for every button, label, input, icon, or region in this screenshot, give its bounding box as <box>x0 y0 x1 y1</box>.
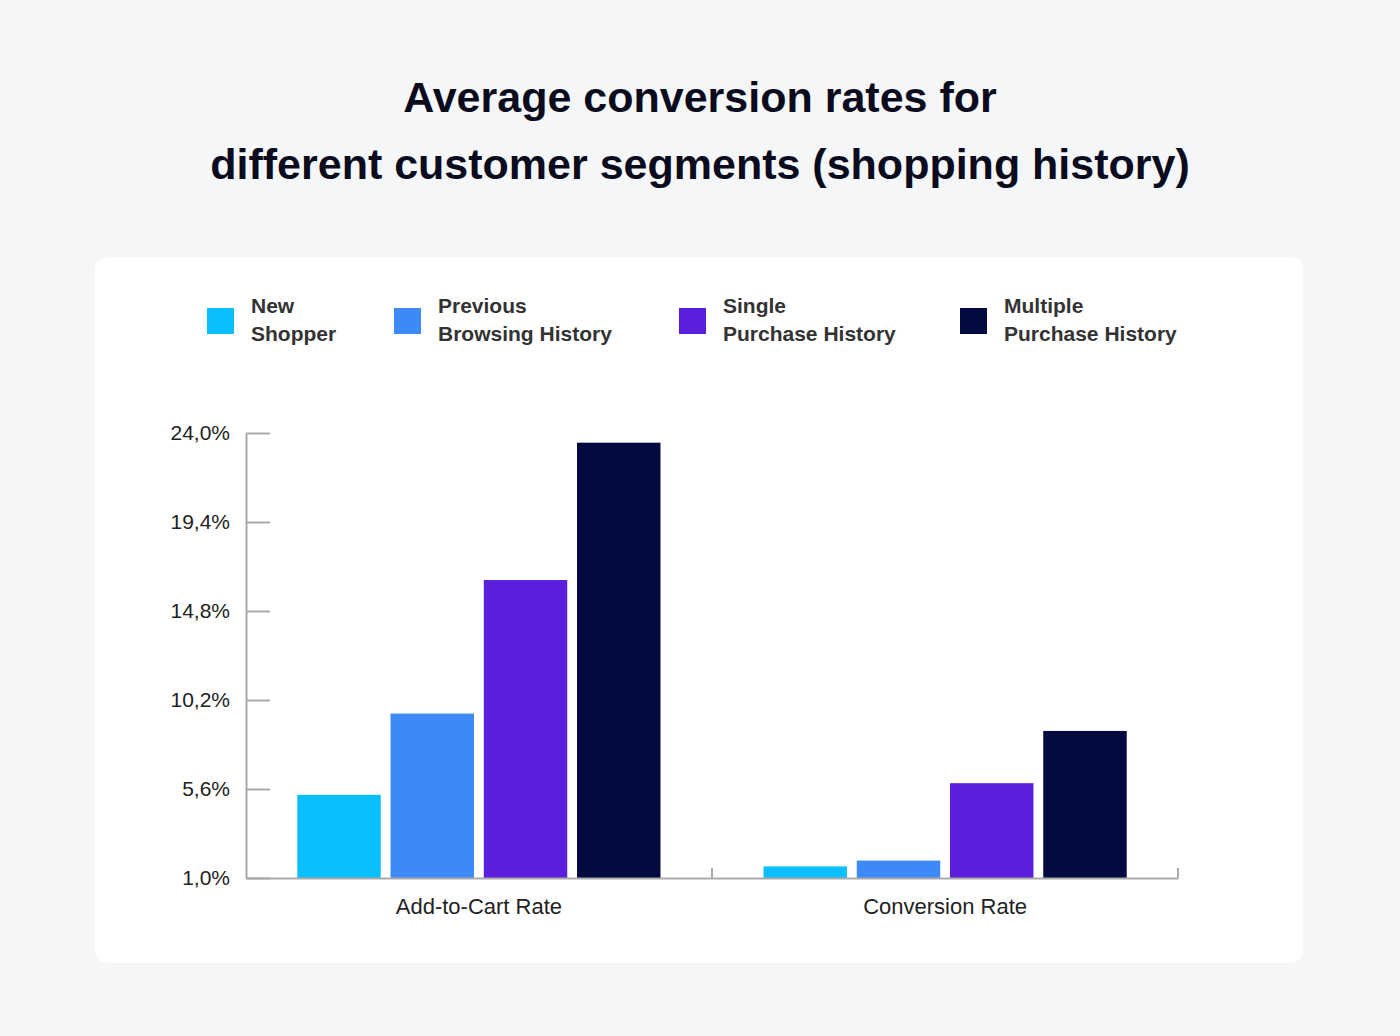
x-separator <box>1177 868 1179 878</box>
background <box>0 0 1400 1036</box>
bar <box>764 866 847 878</box>
y-tick-mark <box>246 789 270 791</box>
legend-label-line: New <box>251 294 295 317</box>
y-tick-mark <box>246 700 270 702</box>
bar <box>577 443 660 878</box>
legend-label: Previous Browsing History <box>438 294 612 345</box>
y-tick: 19,4% <box>170 510 270 533</box>
bar <box>484 580 567 878</box>
bars <box>297 443 1126 878</box>
legend-item: Previous Browsing History <box>394 294 612 345</box>
legend-label-line: Multiple <box>1004 294 1083 317</box>
legend-label-line: Shopper <box>251 322 336 345</box>
legend-swatch <box>207 308 234 334</box>
x-separator <box>711 868 713 878</box>
legend-item: New Shopper <box>207 294 336 345</box>
y-tick: 24,0% <box>170 421 270 444</box>
y-tick-label: 14,8% <box>170 599 230 622</box>
y-tick-label: 10,2% <box>170 688 230 711</box>
bar <box>950 783 1033 878</box>
y-tick-label: 1,0% <box>182 866 230 889</box>
chart: Average conversion rates for different cu… <box>0 0 1400 1036</box>
legend-label: Multiple Purchase History <box>1004 294 1177 345</box>
bar <box>1043 731 1126 878</box>
y-tick: 5,6% <box>182 777 270 800</box>
x-tick: Conversion Rate <box>863 878 1027 919</box>
legend-label-line: Purchase History <box>723 322 896 345</box>
legend-item: Single Purchase History <box>679 294 896 345</box>
y-tick-mark <box>246 611 270 613</box>
title: Average conversion rates for <box>403 73 997 121</box>
legend-swatch <box>679 308 706 334</box>
y-tick-label: 5,6% <box>182 777 230 800</box>
y-tick: 14,8% <box>170 599 270 622</box>
y-tick-label: 19,4% <box>170 510 230 533</box>
legend-label-line: Previous <box>438 294 527 317</box>
bar <box>857 861 940 878</box>
legend-label-line: Single <box>723 294 786 317</box>
legend: New Shopper Previous Browsing History Single… <box>207 294 1177 345</box>
bar <box>297 795 380 878</box>
legend-label-line: Browsing History <box>438 322 612 345</box>
title: different customer segments (shopping hi… <box>210 140 1190 188</box>
y-axis-line <box>246 434 248 879</box>
x-tick-label: Conversion Rate <box>863 894 1027 919</box>
legend-item: Multiple Purchase History <box>960 294 1177 345</box>
y-tick: 10,2% <box>170 688 270 711</box>
x-tick: Add-to-Cart Rate <box>396 878 562 919</box>
y-tick-mark <box>246 433 270 435</box>
legend-swatch <box>394 308 421 334</box>
y-tick-label: 24,0% <box>170 421 230 444</box>
card <box>95 257 1303 963</box>
legend-label: New Shopper <box>251 294 336 345</box>
legend-swatch <box>960 308 987 334</box>
x-tick-label: Add-to-Cart Rate <box>396 894 562 919</box>
y-axis: 1,0% 5,6% 10,2% 14,8% 19,4% 24,0% <box>170 421 270 889</box>
legend-label: Single Purchase History <box>723 294 896 345</box>
x-axis: Add-to-Cart Rate Conversion Rate <box>247 878 1179 919</box>
bar <box>391 714 474 878</box>
y-tick-mark <box>246 522 270 524</box>
legend-label-line: Purchase History <box>1004 322 1177 345</box>
